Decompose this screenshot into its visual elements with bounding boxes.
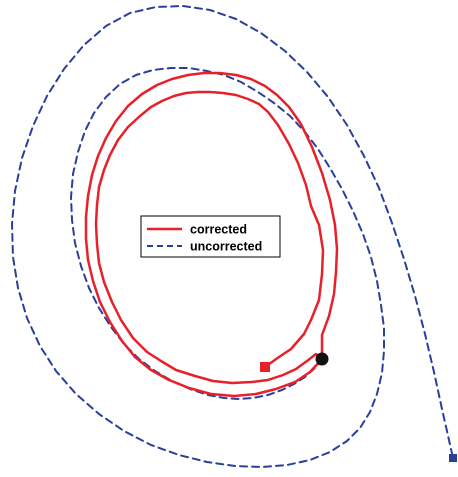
end-marker-uncorrected (449, 454, 457, 462)
legend-box (140, 215, 281, 258)
marker-layer (260, 352, 457, 462)
legend: corrected uncorrected (140, 215, 281, 258)
legend-label-uncorrected: uncorrected (190, 240, 262, 254)
legend-label-corrected: corrected (190, 223, 247, 237)
end-marker-corrected (315, 352, 329, 366)
series-layer (11, 5, 454, 468)
start-marker-corrected (260, 362, 270, 372)
series-line-corrected (84, 71, 339, 398)
